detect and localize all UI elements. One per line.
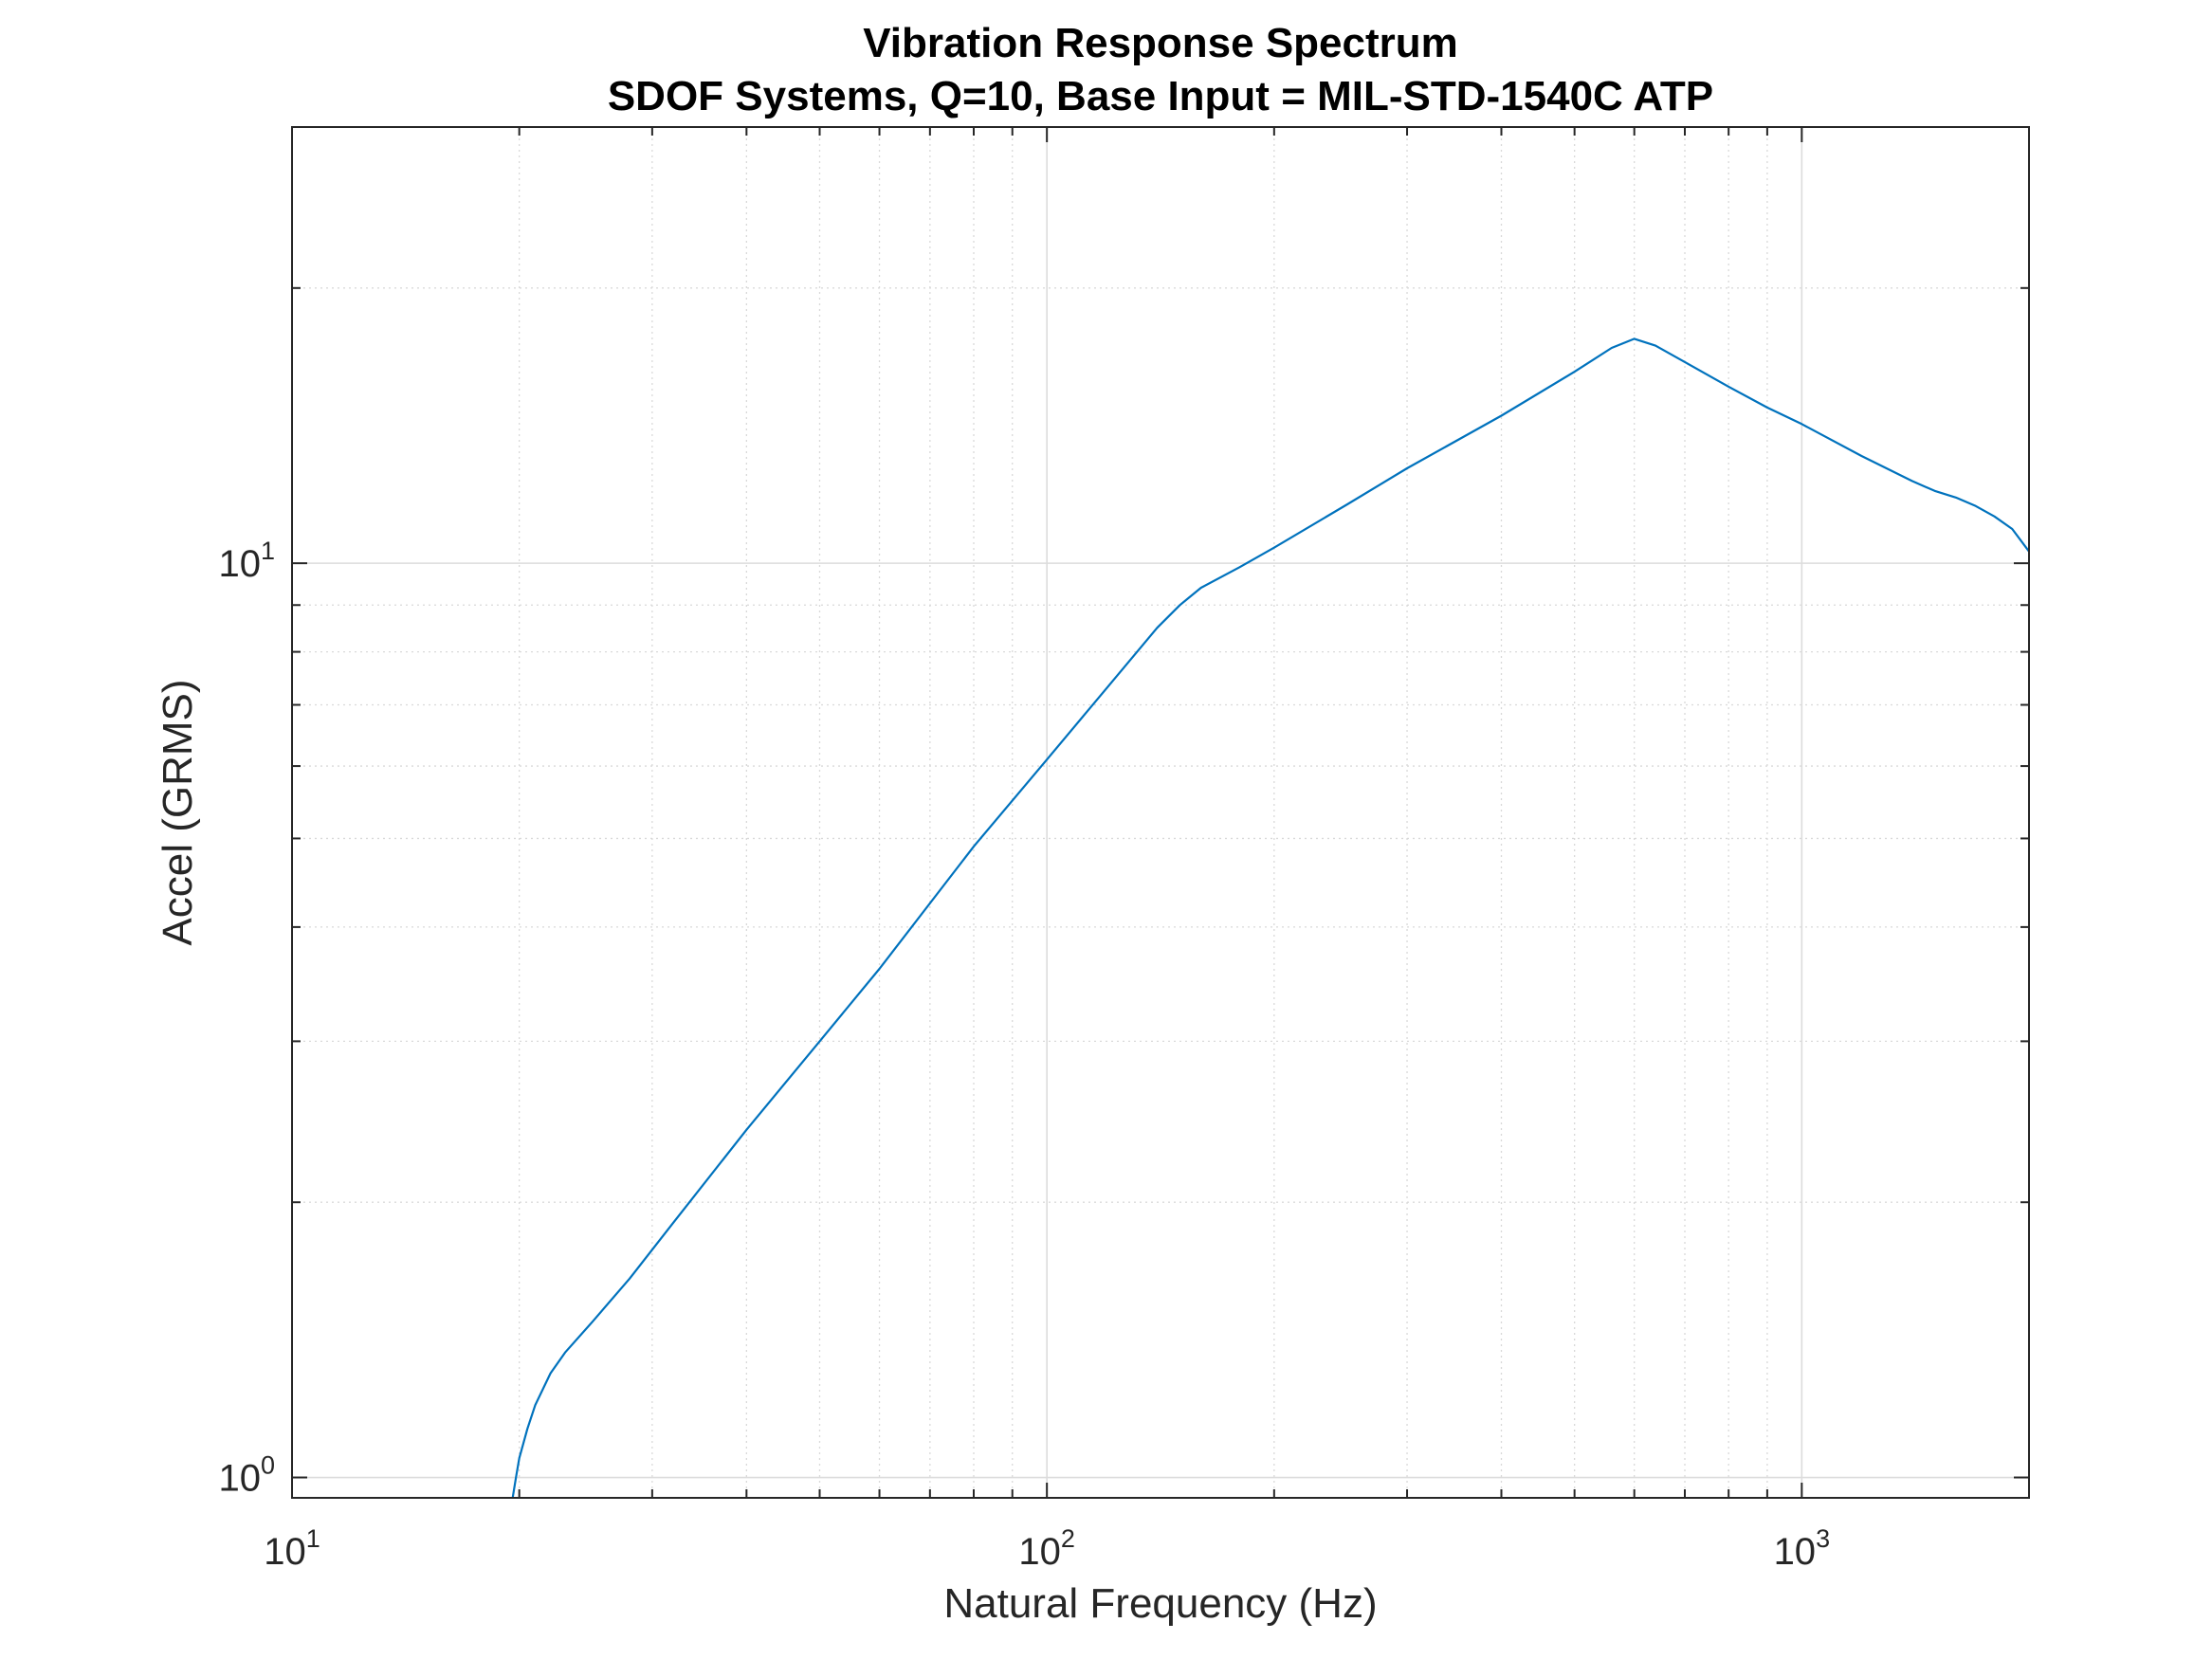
grid bbox=[292, 127, 2029, 1498]
x-axis-label: Natural Frequency (Hz) bbox=[943, 1580, 1377, 1627]
y-axis-label: Accel (GRMS) bbox=[155, 679, 201, 945]
x-tick-label: 103 bbox=[1774, 1524, 1831, 1573]
x-tick-label: 102 bbox=[1018, 1524, 1075, 1573]
plot-frame bbox=[291, 126, 2030, 1499]
chart-subtitle: SDOF Systems, Q=10, Base Input = MIL-STD… bbox=[608, 73, 1713, 119]
y-tick-label: 100 bbox=[218, 1451, 275, 1500]
chart-title: Vibration Response Spectrum bbox=[863, 20, 1458, 66]
axes-frame bbox=[291, 126, 2030, 1499]
x-tick-label: 101 bbox=[264, 1524, 320, 1573]
y-tick-label: 101 bbox=[218, 537, 275, 585]
series-line bbox=[511, 337, 2030, 1499]
data-series bbox=[511, 337, 2030, 1499]
plot-area bbox=[292, 127, 2029, 1498]
x-tick-labels: 101 102 103 bbox=[264, 1524, 1830, 1573]
y-tick-labels: 100 101 bbox=[218, 537, 275, 1499]
